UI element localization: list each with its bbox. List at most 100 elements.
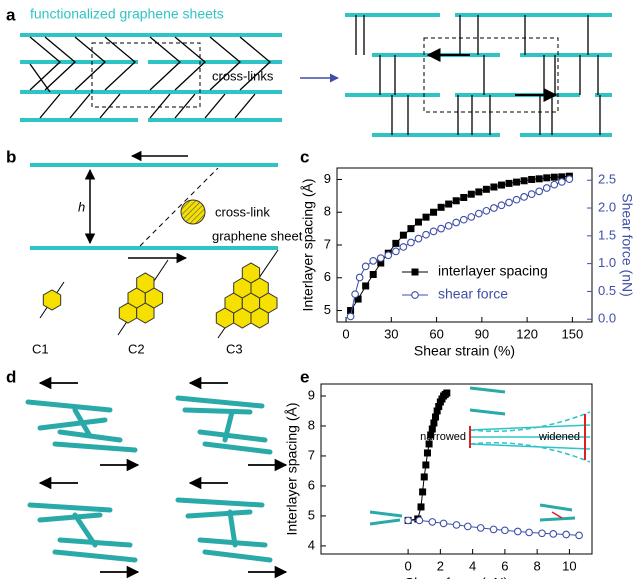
marker-circle (438, 225, 445, 232)
snapshot (28, 402, 135, 450)
marker-square (430, 209, 437, 216)
marker-circle (566, 176, 573, 183)
panel-label: c (300, 147, 309, 166)
panel-a-title: functionalized graphene sheets (30, 6, 224, 22)
selection-box (92, 43, 200, 107)
y-tick-label: 9 (308, 387, 315, 402)
panel-d (28, 398, 270, 560)
marker-circle (393, 248, 400, 255)
marker-circle (408, 239, 415, 246)
cross-link-label: cross-link (215, 204, 270, 219)
marker-square (430, 419, 437, 426)
snapshot (30, 505, 135, 560)
x-axis-label: Shear strain (%) (414, 343, 515, 359)
marker-circle (412, 292, 419, 299)
marker-circle (405, 517, 412, 524)
marker-circle (514, 528, 521, 535)
y-tick-label: 8 (324, 204, 331, 219)
marker-circle (453, 522, 460, 529)
marker-circle (416, 517, 423, 524)
marker-square (483, 186, 490, 193)
marker-square (422, 461, 429, 468)
marker-square (423, 214, 430, 221)
y-tick-label: 7 (308, 447, 315, 462)
marker-circle (563, 531, 570, 538)
cross-mark (552, 512, 562, 518)
marker-square (475, 188, 482, 195)
hexagon (137, 273, 154, 293)
marker-circle (453, 219, 460, 226)
molecule-label: C3 (226, 341, 243, 356)
marker-circle (445, 223, 452, 230)
x-tick-label: 8 (534, 558, 541, 573)
marker-square (400, 232, 407, 239)
marker-square (445, 201, 452, 208)
marker-circle (550, 531, 557, 538)
marker-square (421, 473, 428, 480)
marker-circle (385, 252, 392, 259)
marker-circle (536, 188, 543, 195)
x-tick-label: 4 (469, 558, 476, 573)
marker-circle (491, 205, 498, 212)
marker-square (536, 175, 543, 182)
spacing-label: h (78, 199, 85, 214)
marker-circle (506, 199, 513, 206)
y-tick-label: 8 (308, 417, 315, 432)
marker-circle (551, 181, 558, 188)
y-tick-label: 7 (324, 236, 331, 251)
marker-circle (370, 258, 377, 265)
annotation: narrowed (420, 431, 466, 443)
marker-square (419, 488, 426, 495)
panel-label: b (6, 147, 16, 166)
y-tick-label: 9 (324, 171, 331, 186)
marker-circle (483, 208, 490, 215)
marker-circle (526, 529, 533, 536)
marker-square (370, 271, 377, 278)
x-tick-label: 0 (342, 326, 349, 341)
inset-snapshot (370, 512, 402, 524)
marker-circle (400, 244, 407, 251)
marker-circle (502, 527, 509, 534)
x-tick-label: 120 (516, 326, 538, 341)
marker-square (424, 449, 431, 456)
panel-label: d (6, 367, 16, 386)
panel-a: functionalized graphene sheets cross-lin… (20, 6, 612, 135)
y2-tick-label: 0.5 (598, 283, 616, 298)
panel-e-insets (370, 388, 590, 524)
y2-tick-label: 2.0 (598, 199, 616, 214)
marker-circle (476, 210, 483, 217)
marker-circle (356, 274, 363, 281)
marker-square (412, 269, 419, 276)
marker-circle (559, 179, 566, 186)
marker-circle (415, 235, 422, 242)
marker-square (362, 282, 369, 289)
marker-circle (377, 255, 384, 262)
marker-circle (490, 526, 497, 533)
x-tick-label: 30 (384, 326, 398, 341)
y-axis-label: Interlayer spacing (Å) (284, 402, 300, 535)
molecules (40, 250, 278, 338)
x-tick-label: 2 (437, 558, 444, 573)
marker-square (460, 194, 467, 201)
hexagon (251, 308, 268, 328)
marker-square (415, 219, 422, 226)
selection-box (424, 38, 558, 112)
marker-square (468, 191, 475, 198)
inset-snapshot (540, 505, 575, 520)
y-tick-label: 5 (308, 507, 315, 522)
marker-circle (539, 530, 546, 537)
figure: a b c d e functionalized graphene sheets… (0, 0, 635, 579)
panel-label: e (300, 367, 309, 386)
y2-tick-label: 2.5 (598, 172, 616, 187)
hexagon (43, 290, 60, 310)
y-tick-label: 6 (308, 477, 315, 492)
x-tick-label: 60 (429, 326, 443, 341)
marker-square (506, 180, 513, 187)
cross-links-label: cross-links (212, 68, 274, 83)
y-axis-label: Interlayer spacing (Å) (300, 178, 316, 311)
legend-label: interlayer spacing (438, 263, 548, 279)
marker-circle (362, 263, 369, 270)
sheet-label: graphene sheet (212, 228, 303, 243)
snapshot (178, 500, 270, 560)
panel-b: h cross-link graphene sheet C1 C2 C3 (30, 156, 303, 356)
